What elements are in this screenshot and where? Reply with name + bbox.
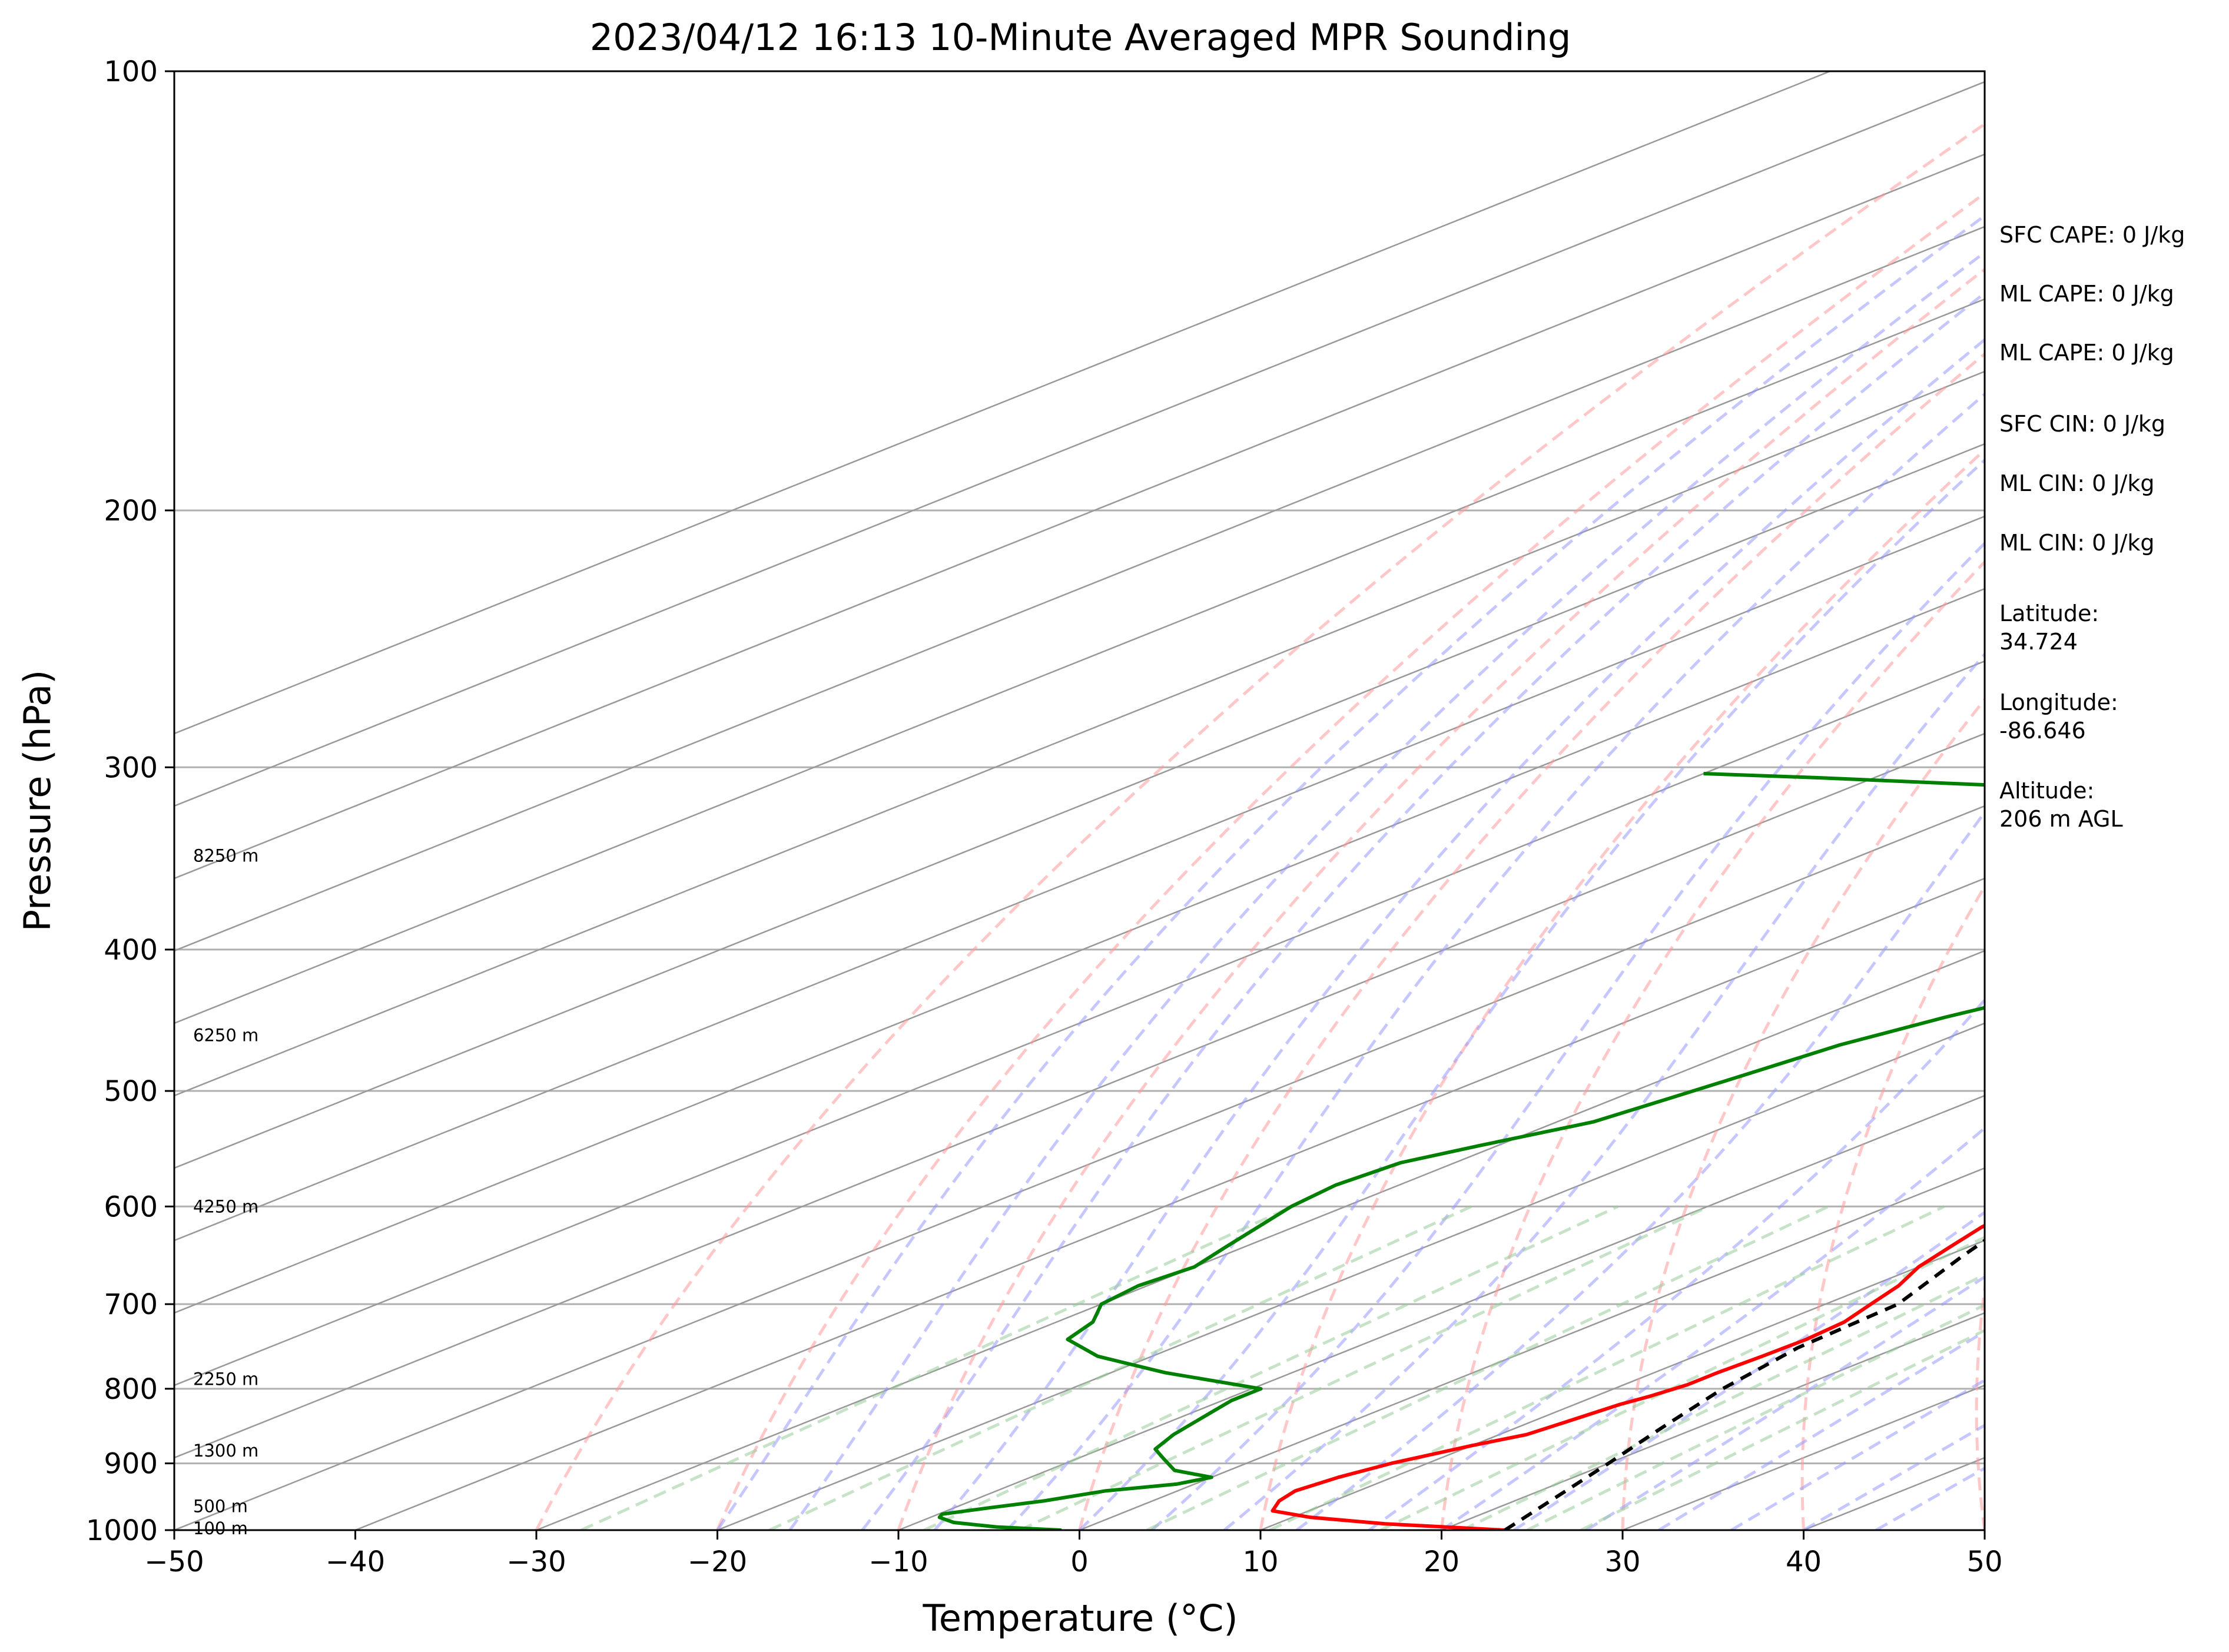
height-label: 1300 m bbox=[193, 1441, 258, 1461]
x-tick-label: 0 bbox=[1070, 1545, 1089, 1578]
sounding-series bbox=[937, 772, 1985, 1530]
x-tick-label: −10 bbox=[868, 1545, 928, 1578]
moist-adiabat-line bbox=[788, 250, 1985, 1530]
info-line: ML CAPE: 0 J/kg bbox=[1999, 340, 2174, 366]
mixing-ratio-line bbox=[1019, 1205, 1710, 1530]
isotherm-line bbox=[174, 225, 1985, 952]
dry-adiabat-line bbox=[1975, 1279, 1985, 1530]
mixing-ratio-line bbox=[768, 1205, 1472, 1530]
info-line: -86.646 bbox=[1999, 718, 2086, 744]
x-tick-label: −30 bbox=[506, 1545, 566, 1578]
moist-adiabat-line bbox=[1368, 997, 1985, 1530]
x-axis: −50 −40 −30 −20 −10 0 10 20 30 40 50 bbox=[144, 1530, 2003, 1578]
x-tick-label: −20 bbox=[688, 1545, 747, 1578]
height-label: 100 m bbox=[193, 1518, 248, 1538]
dry-adiabat-line bbox=[716, 191, 1985, 1530]
mixing-ratio-line bbox=[1146, 1205, 1829, 1530]
info-line: ML CIN: 0 J/kg bbox=[1999, 470, 2154, 496]
dry-adiabat-line bbox=[1800, 883, 1985, 1530]
sounding-info-panel: SFC CAPE: 0 J/kg ML CAPE: 0 J/kg ML CAPE: … bbox=[1999, 222, 2185, 832]
info-line: Latitude: bbox=[1999, 601, 2099, 626]
moist-adiabat-line bbox=[1006, 392, 1985, 1530]
mixing-ratio-line bbox=[580, 1205, 1293, 1530]
moist-adiabat-line bbox=[1803, 1424, 1985, 1530]
y-tick-label: 200 bbox=[104, 495, 158, 528]
isotherm-line bbox=[174, 298, 1985, 1024]
isotherm-line bbox=[536, 950, 1985, 1530]
y-tick-label: 300 bbox=[104, 751, 158, 784]
info-line: 34.724 bbox=[1999, 629, 2078, 655]
isotherm-line bbox=[898, 1094, 1985, 1530]
moist-adiabat-line bbox=[1730, 1378, 1985, 1530]
x-tick-label: 30 bbox=[1604, 1545, 1640, 1578]
y-axis: 100 200 300 400 500 600 700 800 900 1000 bbox=[86, 55, 174, 1547]
x-axis-label: Temperature (°C) bbox=[922, 1597, 1238, 1640]
isotherm-line bbox=[174, 81, 1985, 807]
info-line: ML CIN: 0 J/kg bbox=[1999, 530, 2154, 556]
moist-adiabat-line bbox=[933, 337, 1985, 1530]
moist-adiabat-line bbox=[1150, 541, 1985, 1530]
y-tick-label: 700 bbox=[104, 1288, 158, 1321]
moist-adiabat-line bbox=[861, 291, 1985, 1530]
isotherm-line bbox=[174, 588, 1985, 1314]
chart-title: 2023/04/12 16:13 10-Minute Averaged MPR … bbox=[590, 16, 1571, 59]
y-tick-label: 600 bbox=[104, 1190, 158, 1223]
dry-adiabat-line bbox=[1621, 697, 1985, 1530]
x-tick-label: 10 bbox=[1242, 1545, 1278, 1578]
isotherm-line bbox=[174, 71, 1830, 735]
y-tick-label: 800 bbox=[104, 1373, 158, 1406]
y-tick-label: 400 bbox=[104, 934, 158, 967]
isotherm-line bbox=[174, 515, 1985, 1242]
dewpoint-profile-line bbox=[937, 772, 1985, 1530]
height-label: 6250 m bbox=[193, 1026, 258, 1046]
height-label: 4250 m bbox=[193, 1196, 258, 1216]
mixing-ratio-line bbox=[1269, 1205, 1945, 1530]
dry-adiabat-line bbox=[535, 122, 1985, 1530]
plot-area bbox=[174, 71, 1985, 1530]
isotherm-lines bbox=[174, 71, 1985, 1530]
isotherm-line bbox=[1260, 1239, 1985, 1530]
info-line: Altitude: bbox=[1999, 778, 2094, 804]
x-tick-label: −50 bbox=[144, 1545, 204, 1578]
y-axis-label: Pressure (hPa) bbox=[16, 670, 59, 932]
isotherm-line bbox=[174, 153, 1985, 880]
y-tick-label: 900 bbox=[104, 1448, 158, 1481]
moist-adiabat-line bbox=[1078, 458, 1985, 1530]
info-line: SFC CIN: 0 J/kg bbox=[1999, 411, 2165, 437]
y-tick-label: 1000 bbox=[86, 1514, 158, 1547]
isotherm-line bbox=[717, 1022, 1985, 1530]
dry-adiabat-line bbox=[1440, 559, 1985, 1530]
mixing-ratio-line bbox=[1461, 1273, 1985, 1530]
info-line: SFC CAPE: 0 J/kg bbox=[1999, 222, 2185, 248]
moist-adiabat-line bbox=[1295, 810, 1985, 1530]
isotherm-line bbox=[355, 877, 1985, 1530]
isotherm-line bbox=[174, 370, 1985, 1097]
isotherm-line bbox=[174, 443, 1985, 1169]
isotherm-line bbox=[174, 805, 1985, 1530]
x-tick-label: 50 bbox=[1966, 1545, 2002, 1578]
height-label: 8250 m bbox=[193, 846, 258, 866]
x-tick-label: 40 bbox=[1786, 1545, 1822, 1578]
info-line: 206 m AGL bbox=[1999, 806, 2123, 832]
height-label: 2250 m bbox=[193, 1369, 258, 1389]
x-tick-label: 20 bbox=[1424, 1545, 1460, 1578]
temperature-profile-line bbox=[1271, 1223, 1985, 1530]
height-label: 500 m bbox=[193, 1496, 248, 1516]
x-tick-label: −40 bbox=[326, 1545, 385, 1578]
y-tick-label: 500 bbox=[104, 1075, 158, 1108]
isotherm-line bbox=[174, 660, 1985, 1386]
mixing-ratio-line bbox=[923, 1205, 1619, 1530]
dry-adiabat-line bbox=[1259, 447, 1985, 1530]
isotherm-line bbox=[174, 732, 1985, 1459]
moist-adiabat-lines bbox=[716, 214, 1985, 1530]
moist-adiabat-line bbox=[1441, 1126, 1985, 1530]
info-line: Longitude: bbox=[1999, 689, 2118, 715]
y-tick-label: 100 bbox=[104, 55, 158, 88]
dry-adiabat-line bbox=[1078, 351, 1985, 1530]
moist-adiabat-line bbox=[716, 214, 1985, 1530]
info-line: ML CAPE: 0 J/kg bbox=[1999, 281, 2174, 307]
